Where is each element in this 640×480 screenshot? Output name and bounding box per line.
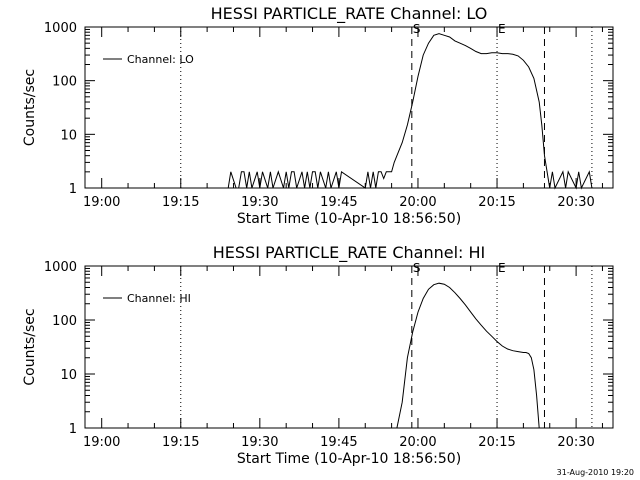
y-tick-label: 100 [52,75,77,90]
marker-label-e: E [498,22,506,36]
series-line [227,33,593,190]
y-tick-label: 10 [60,128,77,143]
x-tick-label: 19:30 [241,195,278,210]
y-tick-label: 100 [52,314,77,329]
x-tick-label: 20:15 [478,435,515,450]
x-axis-label: Start Time (10-Apr-10 18:56:50) [237,451,461,467]
y-tick-label: 1 [69,422,77,437]
x-tick-label: 20:30 [557,435,594,450]
x-tick-label: 19:15 [162,435,199,450]
y-tick-label: 10 [60,368,77,383]
chart-hi: HESSI PARTICLE_RATE Channel: HI 1 10 100 100… [22,243,614,467]
x-tick-label: 19:45 [320,195,357,210]
y-tick-label: 1000 [44,260,77,275]
chart-lo: HESSI PARTICLE_RATE Channel: LO 1 10 100 100… [22,4,614,227]
y-tick-label: 1000 [44,21,77,36]
x-tick-label: 20:00 [399,195,436,210]
x-tick-label: 19:15 [162,195,199,210]
marker-label-s: S [413,22,421,36]
plot-frame [84,265,614,429]
chart-title: HESSI PARTICLE_RATE Channel: LO [211,4,488,24]
y-axis-label: Counts/sec [22,308,38,385]
x-tick-label: 20:00 [399,435,436,450]
series-line [396,282,540,429]
y-tick-label: 1 [69,182,77,197]
x-tick-label: 19:00 [83,435,120,450]
x-tick-label: 19:30 [241,435,278,450]
chart-title: HESSI PARTICLE_RATE Channel: HI [213,243,486,263]
plot-frame [84,26,614,189]
legend-entry: Channel: HI [127,292,191,305]
y-axis-label: Counts/sec [22,69,38,146]
marker-label-s: S [413,261,421,275]
marker-label-e: E [498,261,506,275]
x-tick-label: 19:00 [83,195,120,210]
x-tick-label: 19:45 [320,435,357,450]
x-tick-label: 20:30 [557,195,594,210]
legend-entry: Channel: LO [127,53,194,66]
footer-date: 31-Aug-2010 19:20 [557,468,634,477]
x-tick-label: 20:15 [478,195,515,210]
x-axis-label: Start Time (10-Apr-10 18:56:50) [237,211,461,227]
